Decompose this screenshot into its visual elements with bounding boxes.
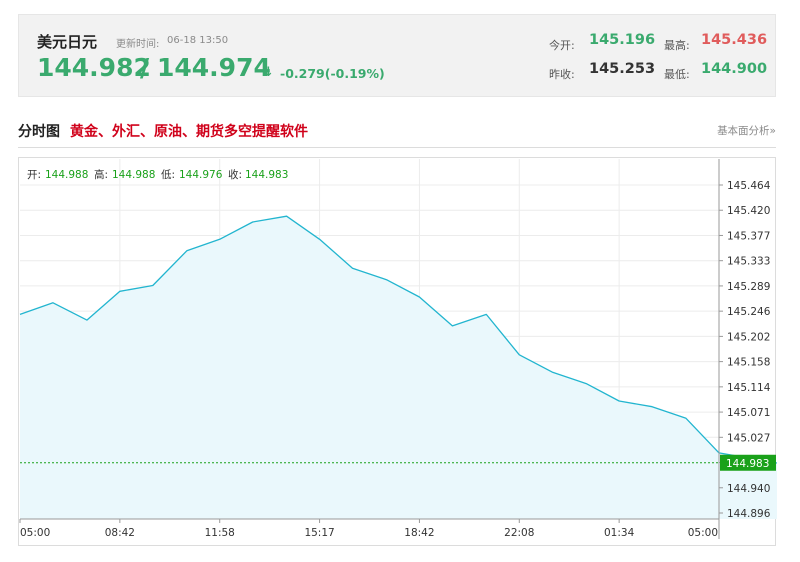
ohlc-open-label: 开: — [27, 169, 41, 181]
high-value: 145.436 — [701, 32, 768, 48]
x-tick-label: 11:58 — [205, 527, 235, 539]
y-tick-label: 145.246 — [727, 306, 771, 318]
bid-price: 144.982 — [37, 53, 151, 82]
price-area — [20, 216, 800, 519]
high-label: 最高: — [664, 39, 690, 52]
x-tick-label: 01:34 — [604, 527, 635, 539]
ohlc-high-label: 高: — [94, 168, 108, 181]
prev-close-label: 昨收: — [549, 68, 575, 81]
x-tick-label: 22:08 — [504, 527, 534, 539]
ohlc-close-value: 144.983 — [245, 169, 288, 181]
today-open-label: 今开: — [549, 39, 575, 52]
x-tick-label: 15:17 — [304, 527, 334, 539]
price-separator: / — [140, 53, 150, 82]
chart-section-header: 分时图 黄金、外汇、原油、期货多空提醒软件 基本面分析» — [18, 118, 776, 148]
instrument-title: 美元日元 — [37, 33, 98, 51]
current-price-label: 144.983 — [726, 458, 769, 470]
down-arrow-icon: ↓ — [263, 65, 274, 80]
y-tick-label: 145.027 — [727, 432, 770, 444]
y-tick-label: 145.071 — [727, 407, 770, 419]
ohlc-readout: 开: 144.988 高: 144.988 低: 144.976 收: 144.… — [27, 168, 288, 181]
y-tick-label: 145.333 — [727, 256, 770, 268]
y-tick-label: 145.420 — [727, 205, 770, 217]
today-open-value: 145.196 — [589, 32, 656, 48]
chart-series — [19, 215, 800, 519]
promo-link[interactable]: 黄金、外汇、原油、期货多空提醒软件 — [70, 124, 308, 140]
y-tick-label: 144.940 — [727, 483, 770, 495]
prev-close-value: 145.253 — [589, 61, 656, 77]
price-line — [19, 215, 800, 466]
ohlc-high-value: 144.988 — [112, 169, 155, 181]
x-tick-label: 08:42 — [105, 527, 135, 539]
chart-panel: 145.464 145.420 145.377 145.333 145.289 145.2… — [18, 157, 800, 546]
ask-price: 144.974 — [157, 53, 271, 82]
intraday-chart: 145.464 145.420 145.377 145.333 145.289 145.2… — [19, 159, 800, 539]
section-title: 分时图 — [18, 124, 60, 140]
ohlc-low-value: 144.976 — [179, 169, 223, 181]
y-tick-label: 145.114 — [727, 382, 771, 394]
x-tick-label: 18:42 — [404, 527, 434, 539]
price-change: -0.279(-0.19%) — [280, 66, 385, 81]
ohlc-open-value: 144.988 — [45, 169, 88, 181]
update-time-label: 更新时间: — [116, 39, 160, 50]
fundamentals-link[interactable]: 基本面分析» — [717, 125, 776, 137]
ohlc-close-label: 收: — [228, 168, 242, 181]
y-tick-label: 145.158 — [727, 357, 770, 369]
ohlc-low-label: 低: — [161, 168, 175, 181]
quote-panel: 美元日元 更新时间: 06-18 13:50 144.982 / 144.974… — [18, 14, 776, 97]
low-label: 最低: — [664, 68, 690, 81]
y-tick-label: 145.289 — [727, 281, 770, 293]
y-tick-label: 145.464 — [727, 180, 771, 192]
y-tick-label: 145.202 — [727, 331, 770, 343]
x-tick-label: 05:00 — [688, 527, 718, 539]
update-time-value: 06-18 13:50 — [167, 35, 229, 46]
y-tick-label: 145.377 — [727, 230, 770, 242]
chart-axes: 145.464 145.420 145.377 145.333 145.289 145.2… — [19, 159, 776, 539]
x-tick-label: 05:00 — [20, 527, 50, 539]
y-tick-label: 144.896 — [727, 508, 771, 520]
low-value: 144.900 — [701, 61, 768, 77]
current-price-badge — [720, 454, 776, 471]
